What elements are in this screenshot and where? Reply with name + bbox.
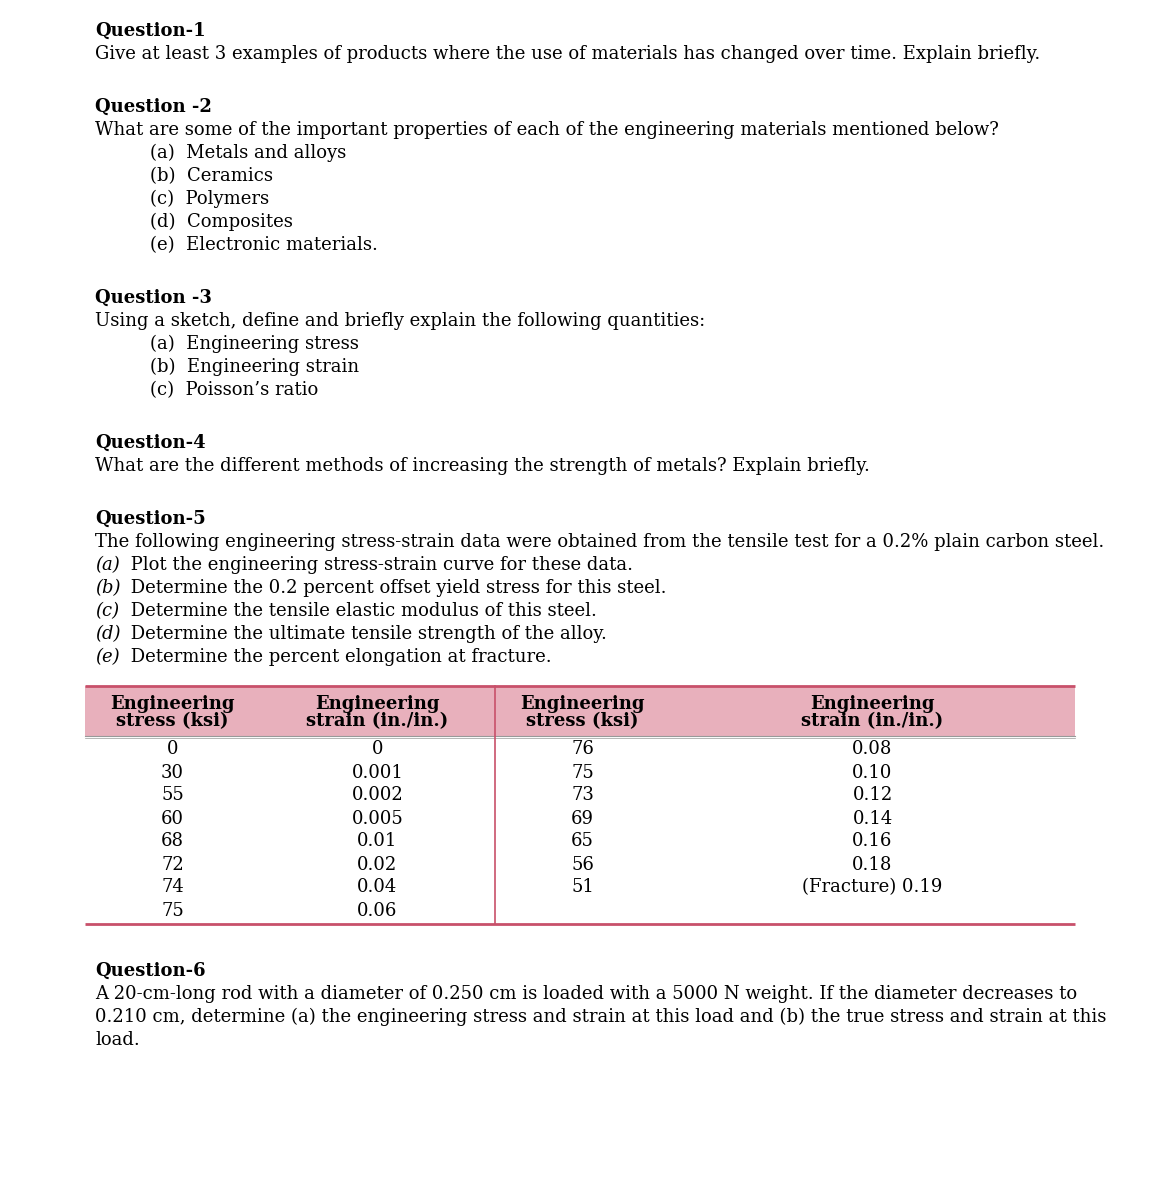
Bar bbox=[85, 686, 1075, 736]
Text: strain (in./in.): strain (in./in.) bbox=[802, 712, 943, 730]
Text: 0.002: 0.002 bbox=[351, 786, 404, 804]
Text: (d): (d) bbox=[95, 625, 121, 643]
Text: Question-5: Question-5 bbox=[95, 510, 205, 528]
Text: 60: 60 bbox=[161, 810, 184, 828]
Text: 0: 0 bbox=[167, 740, 179, 758]
Text: (a)  Engineering stress: (a) Engineering stress bbox=[150, 335, 358, 353]
Text: 73: 73 bbox=[571, 786, 594, 804]
Text: The following engineering stress-strain data were obtained from the tensile test: The following engineering stress-strain … bbox=[95, 533, 1104, 551]
Text: (c): (c) bbox=[95, 602, 119, 620]
Text: (e): (e) bbox=[95, 648, 119, 666]
Text: 0.210 cm, determine (a) the engineering stress and strain at this load and (b) t: 0.210 cm, determine (a) the engineering … bbox=[95, 1008, 1107, 1026]
Text: (b): (b) bbox=[95, 578, 121, 596]
Text: Engineering: Engineering bbox=[110, 695, 234, 713]
Text: 56: 56 bbox=[571, 856, 594, 874]
Text: 0.01: 0.01 bbox=[357, 833, 398, 851]
Text: 0.04: 0.04 bbox=[357, 878, 398, 896]
Text: Question-1: Question-1 bbox=[95, 22, 205, 40]
Text: What are some of the important properties of each of the engineering materials m: What are some of the important propertie… bbox=[95, 121, 999, 139]
Text: stress (ksi): stress (ksi) bbox=[116, 712, 229, 730]
Text: (a): (a) bbox=[95, 556, 119, 574]
Text: Using a sketch, define and briefly explain the following quantities:: Using a sketch, define and briefly expla… bbox=[95, 312, 705, 330]
Text: 65: 65 bbox=[571, 833, 594, 851]
Text: Engineering: Engineering bbox=[316, 695, 440, 713]
Text: 0.14: 0.14 bbox=[853, 810, 893, 828]
Text: Determine the percent elongation at fracture.: Determine the percent elongation at frac… bbox=[125, 648, 552, 666]
Text: 75: 75 bbox=[161, 901, 184, 919]
Text: 0.10: 0.10 bbox=[853, 763, 893, 781]
Text: load.: load. bbox=[95, 1031, 139, 1049]
Text: (b)  Ceramics: (b) Ceramics bbox=[150, 167, 273, 185]
Text: 51: 51 bbox=[571, 878, 594, 896]
Text: strain (in./in.): strain (in./in.) bbox=[306, 712, 449, 730]
Text: 68: 68 bbox=[161, 833, 184, 851]
Text: (b)  Engineering strain: (b) Engineering strain bbox=[150, 358, 360, 377]
Text: 0.02: 0.02 bbox=[357, 856, 398, 874]
Text: stress (ksi): stress (ksi) bbox=[527, 712, 639, 730]
Text: Question-6: Question-6 bbox=[95, 962, 205, 980]
Text: A 20-cm-long rod with a diameter of 0.250 cm is loaded with a 5000 N weight. If : A 20-cm-long rod with a diameter of 0.25… bbox=[95, 985, 1078, 1003]
Text: 55: 55 bbox=[161, 786, 184, 804]
Text: Engineering: Engineering bbox=[520, 695, 645, 713]
Text: What are the different methods of increasing the strength of metals? Explain bri: What are the different methods of increa… bbox=[95, 457, 870, 475]
Text: Determine the 0.2 percent offset yield stress for this steel.: Determine the 0.2 percent offset yield s… bbox=[125, 578, 667, 596]
Text: Plot the engineering stress-strain curve for these data.: Plot the engineering stress-strain curve… bbox=[125, 556, 633, 574]
Text: 69: 69 bbox=[571, 810, 594, 828]
Text: (Fracture) 0.19: (Fracture) 0.19 bbox=[803, 878, 943, 896]
Text: 0.001: 0.001 bbox=[351, 763, 404, 781]
Text: Determine the tensile elastic modulus of this steel.: Determine the tensile elastic modulus of… bbox=[125, 602, 597, 620]
Text: 76: 76 bbox=[571, 740, 594, 758]
Text: (c)  Poisson’s ratio: (c) Poisson’s ratio bbox=[150, 382, 318, 398]
Text: Question-4: Question-4 bbox=[95, 434, 205, 452]
Text: Question -2: Question -2 bbox=[95, 98, 212, 116]
Text: 30: 30 bbox=[161, 763, 184, 781]
Text: 0.08: 0.08 bbox=[853, 740, 893, 758]
Text: 74: 74 bbox=[161, 878, 184, 896]
Text: 0: 0 bbox=[371, 740, 383, 758]
Text: 0.18: 0.18 bbox=[853, 856, 893, 874]
Text: 0.12: 0.12 bbox=[853, 786, 893, 804]
Text: Engineering: Engineering bbox=[810, 695, 935, 713]
Text: 0.005: 0.005 bbox=[351, 810, 404, 828]
Text: 0.06: 0.06 bbox=[357, 901, 398, 919]
Text: (a)  Metals and alloys: (a) Metals and alloys bbox=[150, 144, 346, 162]
Text: Give at least 3 examples of products where the use of materials has changed over: Give at least 3 examples of products whe… bbox=[95, 44, 1041, 62]
Text: 72: 72 bbox=[161, 856, 184, 874]
Text: (e)  Electronic materials.: (e) Electronic materials. bbox=[150, 236, 378, 254]
Text: Question -3: Question -3 bbox=[95, 289, 212, 307]
Text: (d)  Composites: (d) Composites bbox=[150, 214, 292, 232]
Text: (c)  Polymers: (c) Polymers bbox=[150, 190, 269, 209]
Text: 0.16: 0.16 bbox=[853, 833, 893, 851]
Text: Determine the ultimate tensile strength of the alloy.: Determine the ultimate tensile strength … bbox=[125, 625, 607, 643]
Text: 75: 75 bbox=[571, 763, 594, 781]
